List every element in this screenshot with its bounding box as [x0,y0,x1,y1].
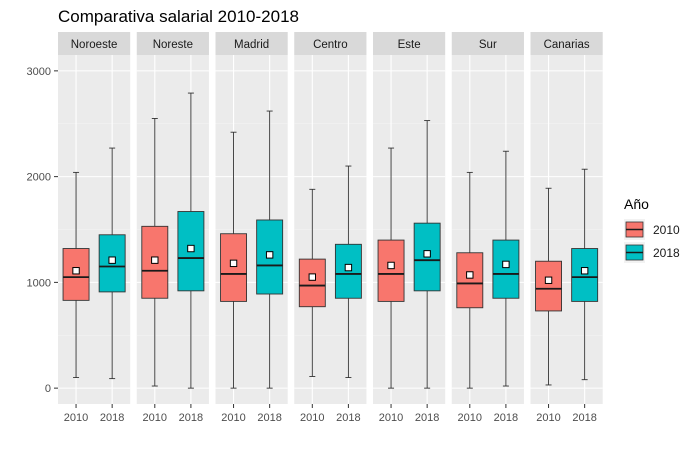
mean-marker [344,263,353,272]
box-2018 [256,219,284,295]
facet-strip-label: Madrid [234,39,269,51]
facet-panel: Noroeste 2010 2018 [58,32,131,424]
box-2018 [334,243,362,299]
mean-marker [308,273,317,281]
y-axis: 0 1000 2000 3000 [27,66,58,395]
box-2010 [377,239,405,302]
x-tick-label: 2010 [458,412,482,424]
legend-label: 2010 [653,223,680,237]
facet-panel: Canarias 2010 2018 [530,32,603,424]
box-2010 [62,248,90,301]
legend: Año 2010 2018 [624,196,680,263]
mean-marker [502,260,510,269]
facet-panel: Sur 2010 2018 [451,32,524,424]
y-tick-label: 0 [45,383,51,395]
mean-marker [423,250,431,258]
facet-panel: Madrid 2010 2018 [215,32,288,424]
facet-panel: Noreste 2010 2018 [136,32,209,424]
facet-strip-label: Noroeste [71,39,118,51]
mean-marker [229,259,238,268]
facet-strip [136,32,209,55]
box-2018 [492,239,520,299]
facet-strip [451,32,524,55]
box-2018 [571,248,599,302]
x-tick-label: 2010 [300,412,324,424]
facet-strip-label: Este [398,39,421,51]
mean-marker [108,256,116,264]
x-tick-label: 2018 [415,412,439,424]
x-tick-label: 2010 [143,412,167,424]
facet-strip-label: Canarias [544,39,590,51]
y-tick-label: 1000 [27,277,51,289]
legend-label: 2018 [653,246,680,260]
facet-strip-label: Sur [479,39,497,51]
x-tick-label: 2018 [257,412,281,424]
y-tick-label: 2000 [27,172,51,184]
x-tick-label: 2018 [494,412,518,424]
mean-marker [265,251,274,259]
facet-strip-label: Noreste [153,39,193,51]
facet-strip [215,32,288,55]
box-2010 [298,258,326,308]
x-tick-label: 2010 [64,412,88,424]
mean-marker [387,261,395,270]
mean-marker [187,244,195,253]
mean-marker [544,276,553,284]
box-2010 [456,252,484,309]
x-tick-label: 2018 [336,412,360,424]
facet-strip-label: Centro [313,39,348,51]
box-2010 [220,233,248,302]
x-tick-label: 2018 [572,412,596,424]
x-tick-label: 2010 [379,412,403,424]
facet-panel: Centro 2010 2018 [294,32,367,424]
x-tick-label: 2010 [536,412,560,424]
mean-marker [151,256,159,264]
mean-marker [72,267,80,275]
mean-marker [580,267,589,275]
y-tick-label: 3000 [27,66,51,78]
facet-strip [294,32,367,55]
facet-strip [373,32,446,55]
facet-panels: Noroeste 2010 2018 Noreste 2010 2018 Madrid 201… [58,32,603,424]
facet-strip [58,32,131,55]
x-tick-label: 2010 [221,412,245,424]
x-tick-label: 2018 [100,412,124,424]
facet-panel: Este 2010 2018 [373,32,446,424]
facet-strip [530,32,603,55]
legend-title: Año [624,196,649,212]
x-tick-label: 2018 [179,412,203,424]
box-2010 [535,260,562,312]
chart-title: Comparativa salarial 2010-2018 [58,7,299,26]
mean-marker [466,271,474,279]
